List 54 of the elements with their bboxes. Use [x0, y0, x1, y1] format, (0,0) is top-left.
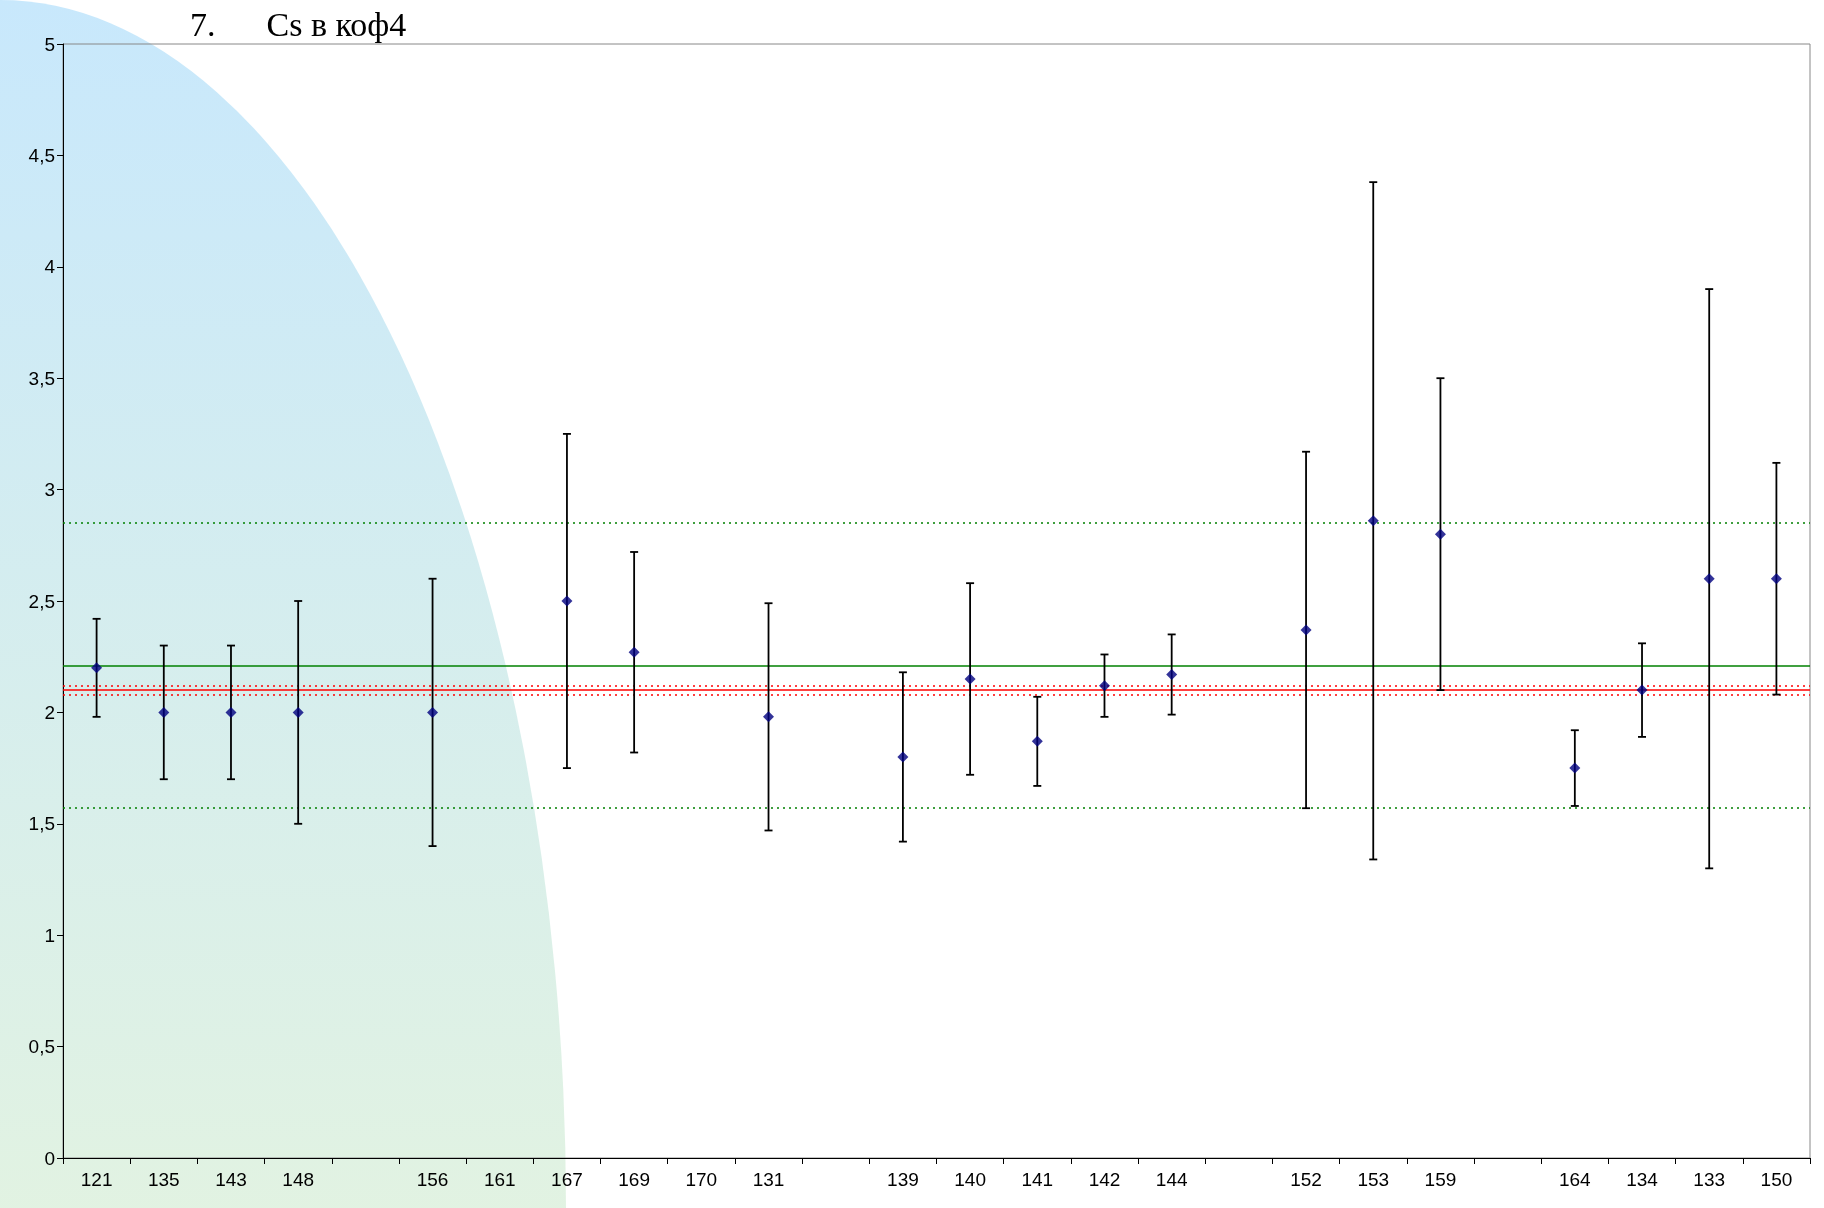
x-tick-label: 156 — [416, 1169, 449, 1190]
point — [1031, 735, 1043, 747]
x-tick-label: 164 — [1558, 1169, 1592, 1190]
x-tick-label: 134 — [1626, 1169, 1659, 1190]
y-tick-label: 4 — [44, 256, 56, 278]
point — [1703, 573, 1715, 585]
y-tick-label: 4,5 — [28, 144, 55, 166]
point — [1770, 573, 1782, 585]
x-tick-label: 144 — [1155, 1169, 1188, 1190]
point — [292, 706, 304, 718]
point — [158, 706, 170, 718]
y-tick-label: 0,5 — [28, 1036, 55, 1058]
point — [964, 673, 976, 685]
point — [1300, 624, 1312, 636]
x-tick-label: 148 — [282, 1169, 315, 1190]
point — [1166, 669, 1178, 681]
x-tick-label: 135 — [147, 1169, 180, 1190]
x-tick-label: 170 — [685, 1169, 718, 1190]
x-tick-label: 133 — [1693, 1169, 1726, 1190]
x-tick-label: 152 — [1290, 1169, 1322, 1190]
y-tick-label: 0 — [44, 1147, 55, 1169]
y-tick-label: 1,5 — [28, 813, 55, 835]
y-tick-label: 1 — [44, 924, 55, 946]
point — [763, 711, 775, 723]
y-tick-label: 3 — [44, 479, 55, 501]
x-tick-label: 121 — [80, 1169, 113, 1190]
x-tick-label: 139 — [887, 1169, 919, 1190]
point — [91, 662, 103, 674]
point — [1434, 528, 1446, 540]
point — [225, 706, 237, 718]
point — [1367, 515, 1379, 527]
x-tick-label: 167 — [551, 1169, 583, 1190]
point — [628, 646, 640, 658]
chart-title: 7. Cs в коф4 — [190, 5, 407, 43]
x-tick-label: 140 — [954, 1169, 986, 1190]
y-tick-label: 3,5 — [28, 367, 55, 389]
point — [1098, 680, 1110, 692]
x-tick-label: 143 — [215, 1169, 247, 1190]
y-tick-label: 5 — [44, 33, 55, 55]
point — [1636, 684, 1648, 696]
y-tick-label: 2 — [44, 701, 55, 723]
x-tick-label: 131 — [752, 1169, 785, 1190]
x-tick-label: 142 — [1088, 1169, 1121, 1190]
y-tick-label: 2,5 — [28, 590, 55, 612]
point — [1569, 762, 1581, 774]
x-tick-label: 150 — [1760, 1169, 1793, 1190]
point — [561, 595, 573, 607]
x-tick-label: 169 — [618, 1169, 650, 1190]
x-tick-label: 161 — [483, 1169, 516, 1190]
point — [897, 751, 909, 763]
x-tick-label: 159 — [1424, 1169, 1457, 1190]
x-tick-label: 141 — [1021, 1169, 1054, 1190]
x-tick-label: 153 — [1357, 1169, 1390, 1190]
point — [427, 706, 439, 718]
